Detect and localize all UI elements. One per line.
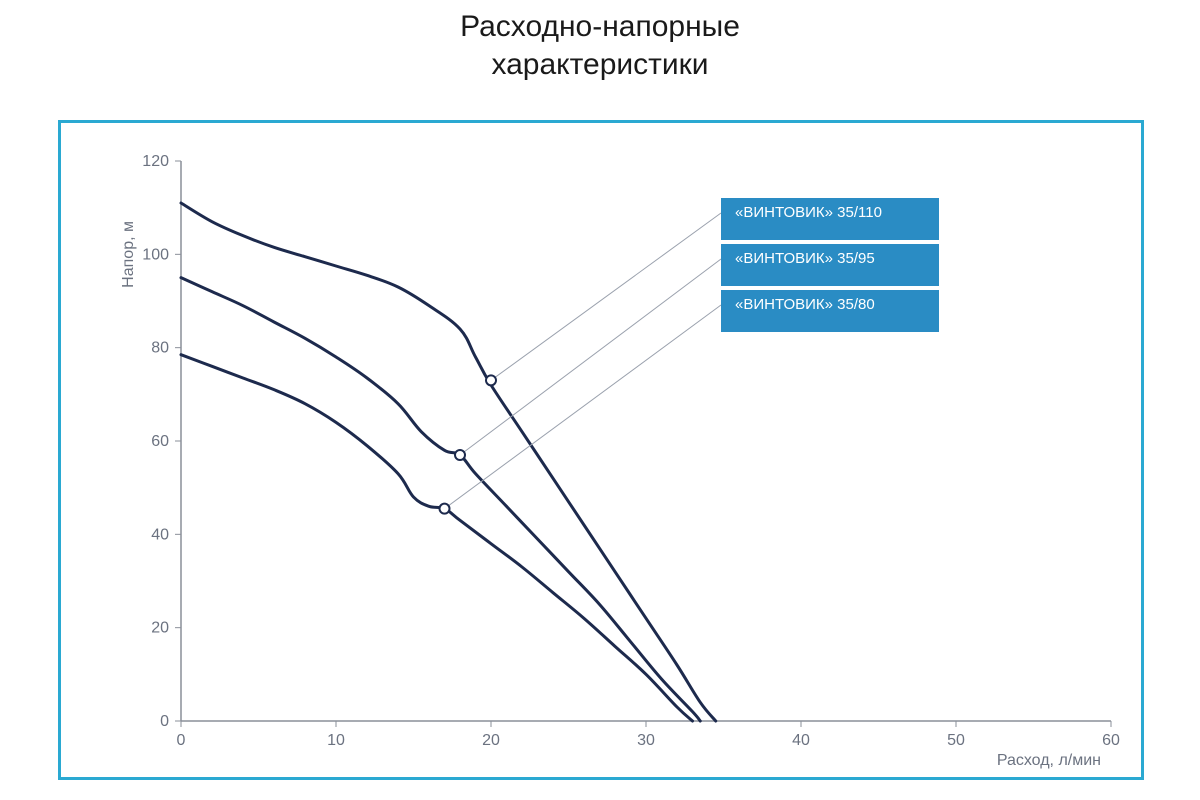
chart-frame: 0102030405060020406080100120Расход, л/ми… [58,120,1144,780]
title-line-1: Расходно-напорные [460,10,740,43]
legend-label: «ВИНТОВИК» 35/95 [721,244,939,286]
legend-container: «ВИНТОВИК» 35/110«ВИНТОВИК» 35/95«ВИНТОВ… [61,123,1141,777]
title-line-2: характеристики [491,48,708,81]
legend-label: «ВИНТОВИК» 35/80 [721,290,939,332]
chart-title: Расходно-напорные характеристики [0,8,1200,83]
legend-label: «ВИНТОВИК» 35/110 [721,198,939,240]
